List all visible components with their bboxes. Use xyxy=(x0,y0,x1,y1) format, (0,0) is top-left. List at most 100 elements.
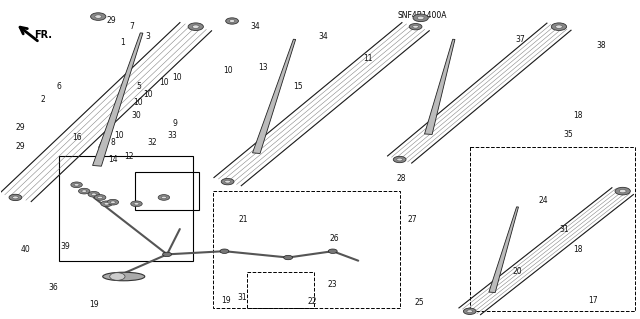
Text: 8: 8 xyxy=(111,137,115,147)
Ellipse shape xyxy=(194,25,198,28)
Circle shape xyxy=(131,201,142,207)
Circle shape xyxy=(109,273,125,280)
Circle shape xyxy=(110,201,115,204)
Text: 30: 30 xyxy=(132,111,141,120)
Ellipse shape xyxy=(13,196,17,199)
Ellipse shape xyxy=(226,180,230,183)
Circle shape xyxy=(95,15,102,18)
Text: 11: 11 xyxy=(363,54,372,63)
Circle shape xyxy=(161,196,166,199)
Circle shape xyxy=(463,308,476,315)
Circle shape xyxy=(163,252,172,256)
Text: 16: 16 xyxy=(72,133,81,142)
Text: 38: 38 xyxy=(597,41,607,50)
Text: 19: 19 xyxy=(221,296,230,305)
Text: 4: 4 xyxy=(98,142,102,151)
Circle shape xyxy=(221,178,234,185)
Circle shape xyxy=(104,203,109,205)
Text: 18: 18 xyxy=(573,111,583,120)
Text: 31: 31 xyxy=(559,225,569,234)
Text: 5: 5 xyxy=(136,82,141,91)
Text: 2: 2 xyxy=(40,95,45,104)
Text: 26: 26 xyxy=(329,234,339,243)
Text: 36: 36 xyxy=(49,283,58,292)
Text: 32: 32 xyxy=(147,137,157,147)
Circle shape xyxy=(413,25,419,28)
Text: 14: 14 xyxy=(108,155,118,164)
Text: 39: 39 xyxy=(60,242,70,251)
Text: 9: 9 xyxy=(172,119,177,128)
Polygon shape xyxy=(93,33,143,166)
Text: 6: 6 xyxy=(56,82,61,91)
Circle shape xyxy=(107,199,118,205)
Circle shape xyxy=(220,249,229,253)
Text: 18: 18 xyxy=(573,245,583,254)
Circle shape xyxy=(394,156,406,163)
Ellipse shape xyxy=(398,158,401,161)
Polygon shape xyxy=(424,39,455,134)
Text: 40: 40 xyxy=(20,245,31,254)
Text: 27: 27 xyxy=(408,215,417,224)
Text: 34: 34 xyxy=(250,22,260,31)
Circle shape xyxy=(91,13,106,20)
Circle shape xyxy=(134,203,139,205)
Ellipse shape xyxy=(102,272,145,281)
Text: 23: 23 xyxy=(328,280,337,289)
Circle shape xyxy=(551,23,566,31)
Text: 1: 1 xyxy=(120,38,125,47)
Text: 10: 10 xyxy=(172,73,181,82)
Ellipse shape xyxy=(413,25,417,28)
Circle shape xyxy=(88,191,100,197)
Text: 19: 19 xyxy=(89,300,99,309)
Circle shape xyxy=(409,24,422,30)
Circle shape xyxy=(71,182,83,188)
Text: 22: 22 xyxy=(308,297,317,306)
Text: 12: 12 xyxy=(124,152,134,161)
Text: 20: 20 xyxy=(513,267,522,276)
Ellipse shape xyxy=(468,310,471,312)
Circle shape xyxy=(13,196,19,199)
Circle shape xyxy=(9,194,22,201)
Circle shape xyxy=(417,16,424,19)
Text: 29: 29 xyxy=(106,16,116,25)
Text: 3: 3 xyxy=(145,32,150,41)
Text: 17: 17 xyxy=(588,296,598,305)
Text: 25: 25 xyxy=(415,298,424,307)
Text: 10: 10 xyxy=(223,66,232,76)
Text: 35: 35 xyxy=(564,130,573,139)
Text: 24: 24 xyxy=(538,196,548,205)
Text: 31: 31 xyxy=(237,293,247,301)
Text: 29: 29 xyxy=(16,142,26,151)
Circle shape xyxy=(284,255,292,260)
Circle shape xyxy=(620,189,626,193)
Text: 37: 37 xyxy=(516,35,525,44)
Circle shape xyxy=(192,25,199,28)
Circle shape xyxy=(615,187,630,195)
Circle shape xyxy=(79,188,90,194)
Text: 10: 10 xyxy=(143,90,153,99)
Circle shape xyxy=(98,196,102,199)
Text: 10: 10 xyxy=(159,78,169,86)
Text: 34: 34 xyxy=(318,32,328,41)
Ellipse shape xyxy=(557,26,561,28)
Polygon shape xyxy=(489,207,518,293)
Text: 10: 10 xyxy=(115,131,124,140)
Circle shape xyxy=(229,19,235,22)
Circle shape xyxy=(556,25,563,28)
Text: 28: 28 xyxy=(397,174,406,183)
Circle shape xyxy=(82,190,87,192)
Text: SNF4B1400A: SNF4B1400A xyxy=(397,11,447,20)
Circle shape xyxy=(397,158,403,161)
Circle shape xyxy=(100,201,112,207)
Text: 33: 33 xyxy=(167,131,177,140)
Circle shape xyxy=(95,195,106,200)
Text: 21: 21 xyxy=(239,215,248,224)
Text: 7: 7 xyxy=(129,22,134,31)
Ellipse shape xyxy=(621,190,624,192)
Circle shape xyxy=(92,193,97,196)
Circle shape xyxy=(225,180,230,183)
Text: FR.: FR. xyxy=(35,30,52,40)
Text: 13: 13 xyxy=(258,63,268,72)
Circle shape xyxy=(328,249,337,253)
Polygon shape xyxy=(253,39,296,153)
